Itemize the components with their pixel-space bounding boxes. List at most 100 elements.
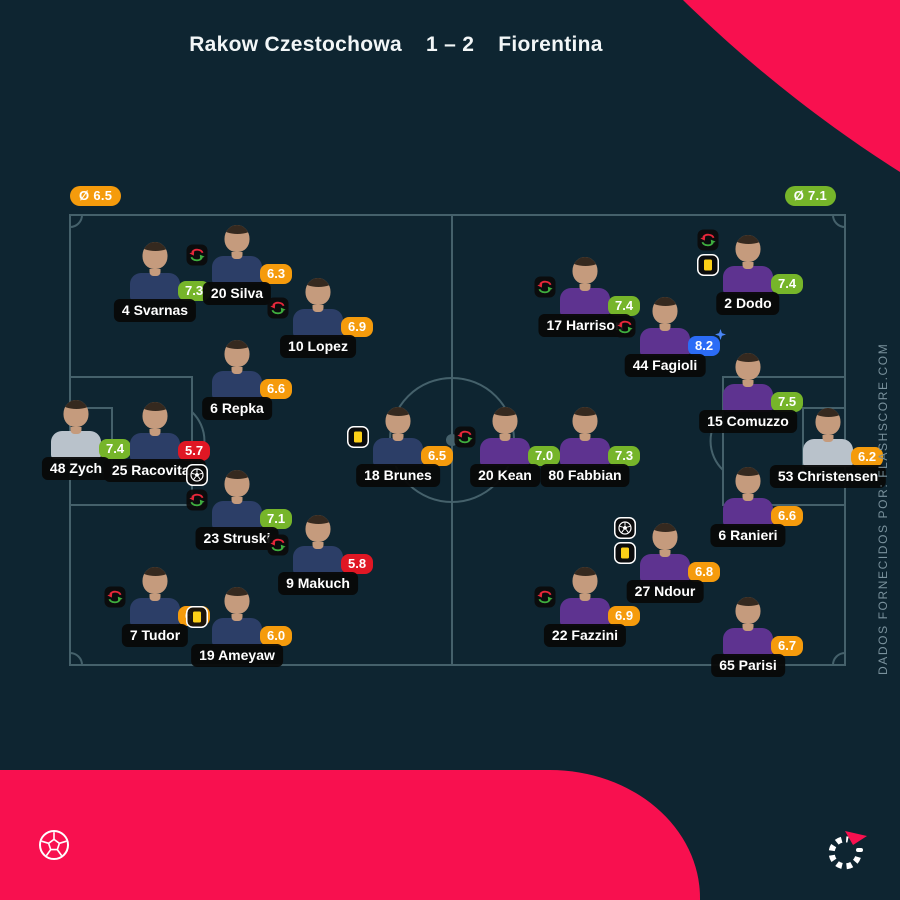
player-rating-value: 6.6	[267, 381, 286, 396]
player-event-icons	[186, 244, 208, 266]
goal-icon	[614, 517, 636, 539]
away-team-name: Fiorentina	[498, 33, 603, 56]
player-name-label: 15 Comuzzo	[699, 410, 797, 433]
player-name-label: 9 Makuch	[278, 572, 358, 595]
player-avatar	[559, 256, 611, 316]
player-rating-value: 7.0	[535, 448, 554, 463]
player-shirt	[723, 266, 773, 294]
player-avatar	[211, 469, 263, 529]
player-name-label: 80 Fabbian	[540, 464, 630, 487]
player-name-label: 7 Tudor	[121, 624, 189, 647]
player-head	[652, 297, 678, 324]
player-rating-badge: 7.4	[99, 439, 132, 459]
player-rating-badge: 5.8	[341, 554, 374, 574]
player-avatar	[802, 407, 854, 467]
player-head	[735, 467, 761, 494]
substitution-icon	[614, 316, 636, 338]
player-avatar	[722, 234, 774, 294]
player-shirt	[51, 431, 101, 459]
player-rating-value: 7.4	[778, 276, 797, 291]
player-name-label: 65 Parisi	[711, 654, 785, 677]
player-rating-badge: 6.9	[341, 317, 374, 337]
player-shirt	[212, 256, 262, 284]
player-name-label: 18 Brunes	[356, 464, 440, 487]
player-head	[142, 402, 168, 429]
substitution-icon	[534, 276, 556, 298]
yellow-card-icon	[347, 426, 369, 448]
player-head	[63, 400, 89, 427]
player-rating-badge: 6.9	[608, 606, 641, 626]
player-event-icons	[534, 276, 556, 298]
player-event-icons	[697, 229, 719, 276]
player-name-label: 20 Silva	[202, 282, 272, 305]
player-head	[815, 408, 841, 435]
player-head	[652, 523, 678, 550]
player-shirt	[560, 598, 610, 626]
match-score: 1 – 2	[426, 33, 475, 56]
player-rating-badge: 7.4	[608, 296, 641, 316]
player-head	[224, 470, 250, 497]
player-rating-value: 7.1	[267, 511, 286, 526]
player-head	[305, 278, 331, 305]
player-rating-value: 6.2	[858, 449, 877, 464]
player-name-label: 23 Struski	[195, 527, 279, 550]
player-shirt	[212, 371, 262, 399]
player-rating-badge: 5.7	[178, 441, 211, 461]
player-rating-badge: 6.2	[851, 447, 884, 467]
player-avatar	[722, 596, 774, 656]
player-name-label: 48 Zych	[41, 457, 111, 480]
player-rating-value: 6.7	[778, 638, 797, 653]
player-head	[572, 567, 598, 594]
player-shirt	[803, 439, 853, 467]
player-head	[735, 597, 761, 624]
player-rating-badge: 7.3	[178, 281, 211, 301]
player-avatar	[211, 586, 263, 646]
player-shirt	[723, 628, 773, 656]
substitution-icon	[697, 229, 719, 251]
player-rating-value: 5.7	[185, 443, 204, 458]
player-head	[142, 242, 168, 269]
match-header: Rakow Czestochowa 1 – 2 Fiorentina	[189, 33, 603, 57]
player-rating-value: 8.2	[695, 338, 714, 353]
player-head	[224, 340, 250, 367]
player-head	[224, 587, 250, 614]
player-rating-badge: 6.5	[421, 446, 454, 466]
player-rating-value: 6.9	[615, 608, 634, 623]
player-event-icons	[454, 426, 476, 448]
player-shirt	[560, 438, 610, 466]
player-shirt	[373, 438, 423, 466]
yellow-card-icon	[186, 606, 208, 628]
player-shirt	[293, 309, 343, 337]
player-avatar	[211, 224, 263, 284]
player-avatar	[559, 406, 611, 466]
player-avatar	[559, 566, 611, 626]
player-shirt	[723, 498, 773, 526]
player-shirt	[130, 433, 180, 461]
football-ball-icon	[39, 830, 69, 860]
player-shirt	[723, 384, 773, 412]
player-rating-badge: 6.7	[771, 636, 804, 656]
player-rating-badge: 8.2	[688, 329, 727, 356]
player-shirt	[640, 554, 690, 582]
player-event-icons	[614, 517, 636, 564]
player-event-icons	[614, 316, 636, 338]
player-event-icons	[186, 464, 208, 511]
player-avatar	[292, 514, 344, 574]
player-shirt	[130, 273, 180, 301]
player-name-label: 53 Christensen	[769, 465, 887, 488]
player-rating-value: 7.3	[185, 283, 204, 298]
player-rating-badge: 6.3	[260, 264, 293, 284]
player-event-icons	[267, 534, 289, 556]
player-head	[142, 567, 168, 594]
player-avatar	[292, 277, 344, 337]
player-name-label: 22 Fazzini	[543, 624, 627, 647]
player-event-icons	[267, 297, 289, 319]
player-rating-value: 7.5	[778, 394, 797, 409]
player-rating-badge: 7.0	[528, 446, 561, 466]
player-rating-value: 6.6	[778, 508, 797, 523]
player-event-icons	[104, 586, 126, 608]
player-shirt	[640, 328, 690, 356]
player-head	[572, 257, 598, 284]
player-head	[572, 407, 598, 434]
